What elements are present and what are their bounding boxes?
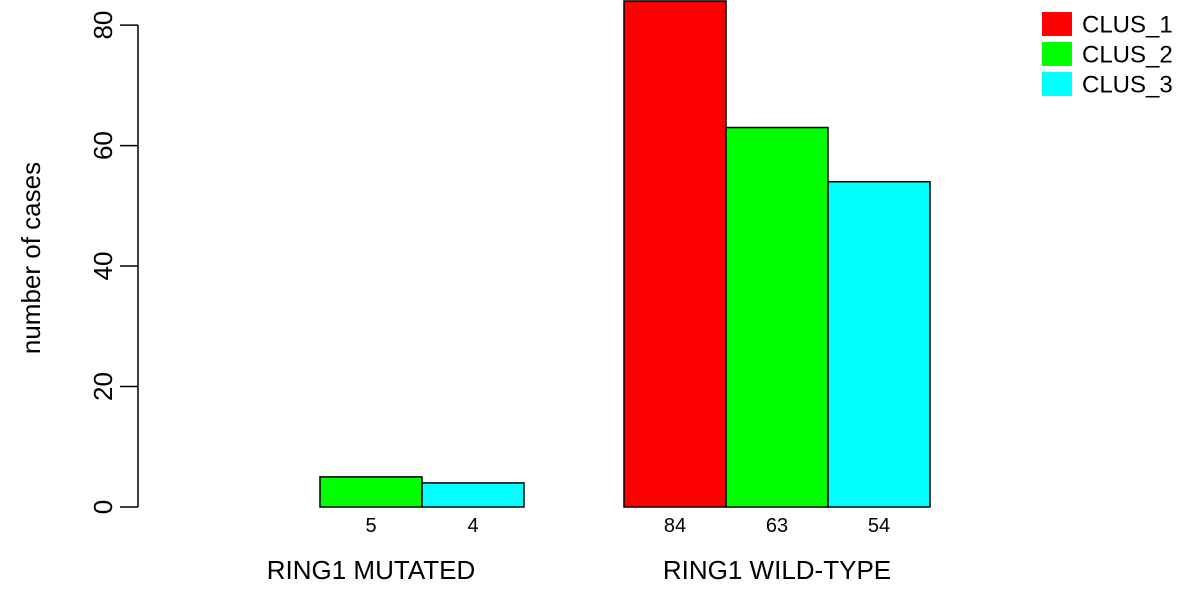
legend-swatch	[1042, 12, 1072, 36]
y-tick-label: 20	[88, 372, 118, 401]
count-labels: 5 4 84 63 54	[365, 515, 890, 537]
group-label: RING1 MUTATED	[267, 555, 475, 585]
bars	[319, 0, 931, 508]
legend-label: CLUS_3	[1082, 71, 1173, 98]
bar-clus-2-group-1	[319, 476, 423, 508]
legend-label: CLUS_2	[1082, 41, 1173, 68]
y-tick-label: 0	[88, 500, 118, 514]
bar-count-label: 5	[365, 515, 376, 537]
group-label: RING1 WILD-TYPE	[663, 555, 891, 585]
bar-clus-3-group-1	[421, 482, 525, 508]
y-tick-label: 60	[88, 131, 118, 160]
bar-clus-3-group-2	[827, 180, 931, 508]
bar-clus-1-group-2	[623, 0, 727, 508]
legend-swatch	[1042, 72, 1072, 96]
legend-label: CLUS_1	[1082, 11, 1173, 38]
bar-count-label: 84	[664, 515, 686, 537]
bar-clus-2-group-2	[725, 126, 829, 508]
bar-count-label: 4	[467, 515, 478, 537]
bar-count-label: 63	[766, 515, 788, 537]
legend-swatch	[1042, 42, 1072, 66]
bar-count-label: 54	[868, 515, 890, 537]
group-labels: RING1 MUTATED RING1 WILD-TYPE	[267, 555, 891, 585]
legend: CLUS_1 CLUS_2 CLUS_3	[1042, 11, 1173, 98]
y-axis: 0 20 40 60 80	[88, 11, 139, 514]
y-tick-label: 40	[88, 252, 118, 281]
y-tick-label: 80	[88, 11, 118, 40]
y-axis-title: number of cases	[16, 162, 46, 354]
